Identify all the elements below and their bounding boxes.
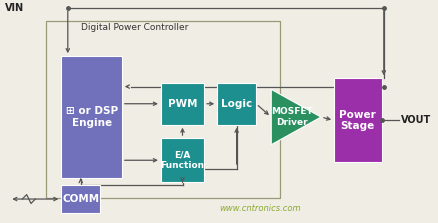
Text: E/A
Function: E/A Function [160,151,204,170]
Text: PWM: PWM [167,99,197,109]
Bar [217,83,255,125]
Polygon shape [271,89,320,145]
Text: Digital Power Controller: Digital Power Controller [81,23,188,32]
Text: Power
Stage: Power Stage [339,109,375,131]
Bar [61,56,122,178]
Text: www.cntronics.com: www.cntronics.com [219,204,300,213]
Text: Logic: Logic [220,99,252,109]
Bar [46,21,279,198]
Text: VOUT: VOUT [400,115,431,125]
Text: COMM: COMM [62,194,99,204]
Bar [160,138,204,182]
Text: MOSFET
Driver: MOSFET Driver [270,107,312,127]
Bar [160,83,204,125]
Bar [333,78,381,163]
Text: VIN: VIN [5,3,24,13]
Text: ⊞ or DSP
Engine: ⊞ or DSP Engine [65,106,117,128]
Bar [61,185,100,213]
